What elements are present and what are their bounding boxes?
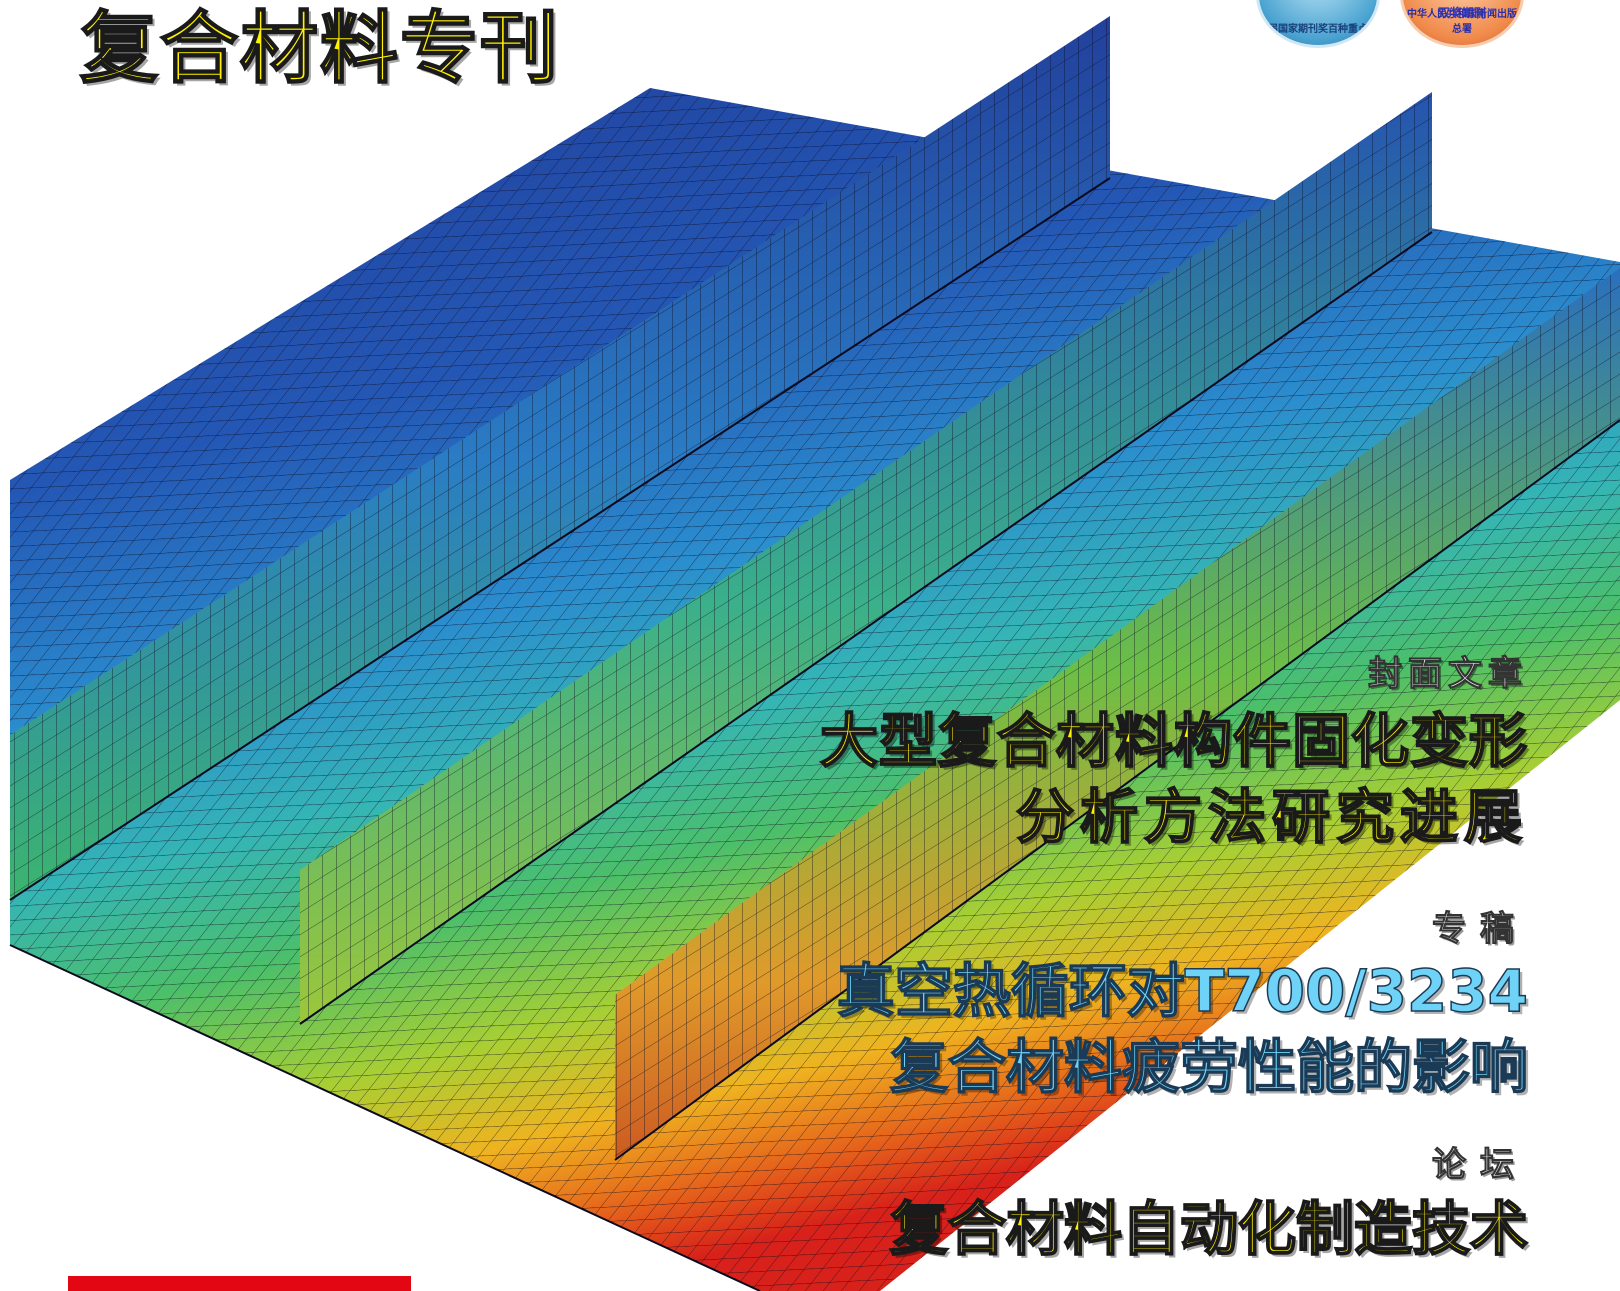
badge-title: 双奖期刊	[1437, 6, 1486, 20]
red-accent-bar	[68, 1276, 411, 1291]
badge-caption: 届国家期刊奖百种重点	[1268, 24, 1368, 35]
feature-article-title-line2[interactable]: 复合材料疲劳性能的影响	[889, 1033, 1529, 1101]
forum-article-title[interactable]: 复合材料自动化制造技术	[889, 1195, 1529, 1263]
feature-article-title-line1[interactable]: 真空热循环对T700/3234	[836, 957, 1529, 1025]
cover-article-title-line2[interactable]: 分析方法研究进展	[1015, 783, 1528, 851]
badge-caption: 中华人民共和国新闻出版总署	[1407, 9, 1517, 35]
cover-article-label: 封面文章	[1368, 654, 1528, 694]
feature-article-label: 专稿	[1432, 909, 1528, 949]
cover-article-title-line1[interactable]: 大型复合材料构件固化变形	[819, 707, 1528, 775]
forum-article-label: 论坛	[1432, 1145, 1528, 1185]
special-issue-title: 复合材料专刊	[79, 4, 561, 94]
